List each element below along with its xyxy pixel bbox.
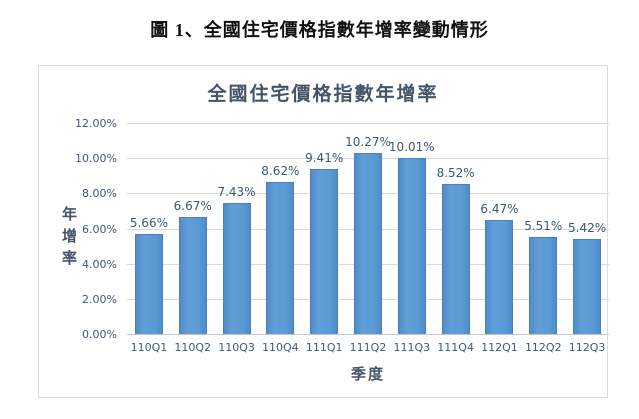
bar-111Q4	[441, 184, 470, 334]
data-label: 5.66%	[129, 216, 168, 231]
x-axis-title: 季度	[350, 365, 385, 383]
y-tick-label: 2.00%	[82, 292, 117, 306]
x-axis-line	[127, 334, 609, 335]
data-label: 10.27%	[345, 135, 391, 150]
gridline	[127, 123, 609, 124]
y-axis-title: 年增率	[61, 205, 77, 267]
bar-112Q1	[485, 220, 514, 334]
chart: 全國住宅價格指數年增率 年增率 0.00% 2.00% 4.00% 6.00% 8.00…	[38, 65, 609, 398]
x-tick-label: 110Q1	[130, 341, 168, 354]
x-tick-label: 112Q3	[568, 341, 606, 354]
data-label: 5.51%	[524, 219, 563, 234]
bar-110Q3	[222, 203, 251, 334]
data-label: 10.01%	[388, 139, 435, 154]
bar-110Q4	[266, 182, 295, 334]
data-label: 6.67%	[173, 198, 212, 213]
x-tick-label: 111Q3	[393, 341, 431, 354]
x-tick-label: 110Q2	[174, 341, 212, 354]
data-label: 6.47%	[480, 202, 519, 217]
bar-112Q3	[573, 238, 602, 334]
data-label: 7.43%	[217, 185, 256, 200]
chart-title: 全國住宅價格指數年增率	[207, 83, 439, 105]
y-tick-label: 12.00%	[75, 117, 117, 130]
x-tick-label: 112Q1	[481, 341, 518, 354]
data-label: 8.52%	[436, 166, 475, 181]
x-tick-label: 110Q4	[262, 341, 299, 354]
y-tick-label: 0.00%	[82, 328, 117, 341]
bar-110Q1	[134, 234, 163, 334]
bar-111Q1	[310, 168, 339, 334]
x-tick-label: 110Q3	[218, 341, 255, 354]
y-tick-label: 4.00%	[82, 257, 117, 271]
data-label: 5.42%	[568, 220, 607, 235]
plot-area: 0.00% 2.00% 4.00% 6.00% 8.00% 10.00% 12.00% 5.6…	[75, 117, 609, 354]
page-title: 圖 1、全國住宅價格指數年增率變動情形	[150, 20, 489, 40]
x-tick-label: 111Q4	[437, 341, 474, 354]
bar-111Q3	[397, 157, 426, 334]
bar-112Q2	[529, 237, 558, 334]
data-label: 8.62%	[261, 164, 300, 179]
x-tick-label: 111Q2	[349, 341, 387, 354]
y-tick-label: 10.00%	[75, 152, 117, 166]
x-tick-label: 112Q2	[524, 341, 562, 354]
x-tick-label: 111Q1	[305, 341, 343, 354]
y-tick-label: 8.00%	[82, 187, 117, 201]
bar-110Q2	[178, 216, 207, 334]
data-label: 9.41%	[305, 150, 344, 165]
bar-111Q2	[354, 153, 382, 334]
y-tick-label: 6.00%	[82, 222, 117, 236]
